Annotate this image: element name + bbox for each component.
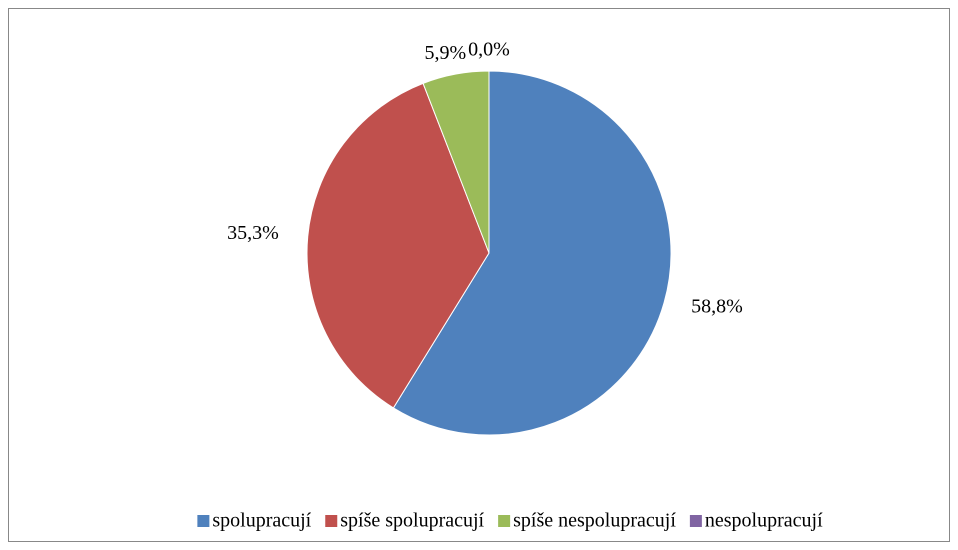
legend-swatch — [689, 515, 702, 527]
legend-label: nespolupracují — [705, 510, 823, 532]
data-label: 5,9% — [424, 42, 466, 64]
legend-label: spíše spolupracují — [340, 510, 484, 532]
data-label: 58,8% — [691, 296, 743, 318]
legend-swatch — [498, 515, 511, 527]
data-label: 0,0% — [468, 39, 510, 61]
data-label: 35,3% — [227, 222, 279, 244]
pie-slice — [306, 82, 490, 409]
legend-swatch — [325, 515, 338, 527]
legend-label: spolupracují — [212, 510, 311, 532]
legend-swatch — [197, 515, 210, 527]
pie-slice — [392, 70, 672, 436]
legend-label: spíše nespolupracují — [513, 510, 676, 532]
